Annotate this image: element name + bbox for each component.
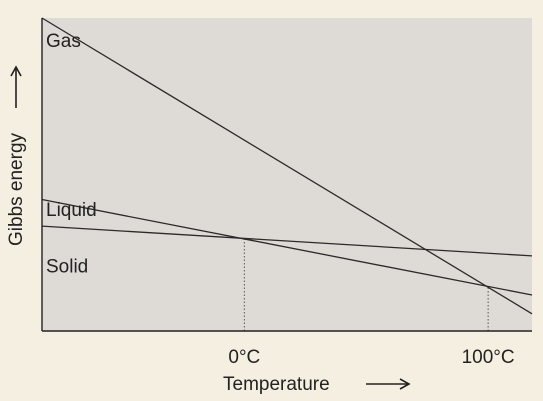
series-lines — [41, 17, 533, 315]
right-arrow-icon — [366, 378, 411, 390]
x-tick-labels: 0°C 100°C — [228, 347, 514, 368]
series-label-gas: Gas — [46, 31, 81, 52]
axis-labels: Temperature Gibbs energy — [6, 65, 411, 395]
x-tick-label: 0°C — [228, 347, 260, 368]
series-line-solid — [41, 225, 533, 257]
series-line-gas — [41, 17, 533, 315]
series-label-solid: Solid — [46, 256, 88, 277]
series-labels: Gas Liquid Solid — [46, 31, 97, 277]
axes — [41, 18, 532, 332]
series-label-liquid: Liquid — [46, 200, 97, 221]
plot-area — [42, 18, 532, 331]
series-line-liquid — [41, 198, 533, 296]
x-axis-label: Temperature — [223, 374, 330, 395]
reference-lines — [243, 238, 489, 331]
x-tick-label: 100°C — [462, 347, 515, 368]
up-arrow-icon — [10, 65, 22, 108]
y-axis-label: Gibbs energy — [6, 132, 27, 246]
